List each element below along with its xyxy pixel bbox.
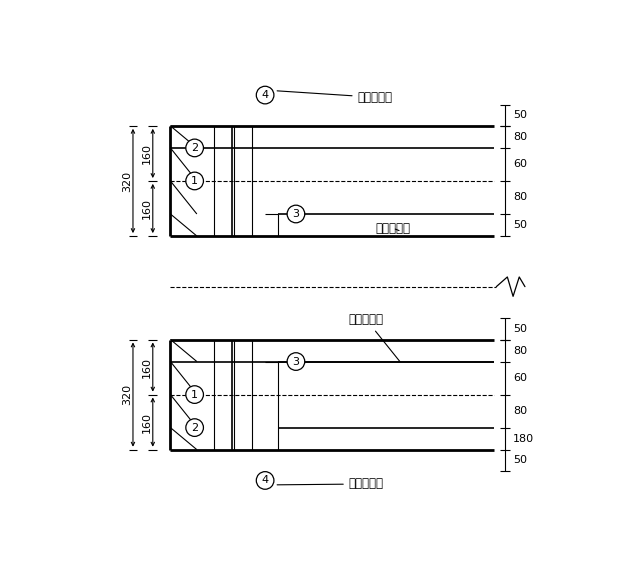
Text: 180: 180 bbox=[513, 434, 534, 444]
Text: 320: 320 bbox=[122, 170, 132, 192]
Text: 80: 80 bbox=[513, 345, 527, 356]
Circle shape bbox=[186, 172, 203, 190]
Text: 160: 160 bbox=[142, 198, 152, 219]
Circle shape bbox=[186, 419, 203, 436]
Text: 空心板纵筋: 空心板纵筋 bbox=[349, 313, 400, 362]
Text: 1: 1 bbox=[191, 390, 198, 400]
Text: 50: 50 bbox=[513, 455, 527, 465]
Circle shape bbox=[186, 139, 203, 157]
Text: 160: 160 bbox=[142, 412, 152, 432]
Text: 50: 50 bbox=[513, 220, 527, 230]
Text: 80: 80 bbox=[513, 406, 527, 416]
Text: 2: 2 bbox=[191, 423, 198, 432]
Text: 320: 320 bbox=[122, 384, 132, 405]
Text: 4: 4 bbox=[262, 90, 269, 100]
Text: 3: 3 bbox=[292, 356, 299, 367]
Text: 2: 2 bbox=[191, 143, 198, 153]
Circle shape bbox=[256, 472, 274, 489]
Text: 4: 4 bbox=[262, 475, 269, 486]
Text: 50: 50 bbox=[513, 110, 527, 120]
Text: 空心板纵筋: 空心板纵筋 bbox=[376, 221, 410, 235]
Text: 锚具中心线: 锚具中心线 bbox=[277, 478, 384, 490]
Text: 60: 60 bbox=[513, 373, 527, 383]
Text: 80: 80 bbox=[513, 192, 527, 202]
Text: 160: 160 bbox=[142, 143, 152, 164]
Text: 锚具中心线: 锚具中心线 bbox=[277, 91, 392, 104]
Text: 160: 160 bbox=[142, 356, 152, 378]
Circle shape bbox=[287, 353, 304, 370]
Text: 80: 80 bbox=[513, 132, 527, 142]
Text: 60: 60 bbox=[513, 160, 527, 169]
Text: 50: 50 bbox=[513, 324, 527, 334]
Text: 1: 1 bbox=[191, 176, 198, 186]
Text: 3: 3 bbox=[292, 209, 299, 219]
Circle shape bbox=[287, 205, 304, 223]
Circle shape bbox=[256, 86, 274, 104]
Circle shape bbox=[186, 386, 203, 403]
